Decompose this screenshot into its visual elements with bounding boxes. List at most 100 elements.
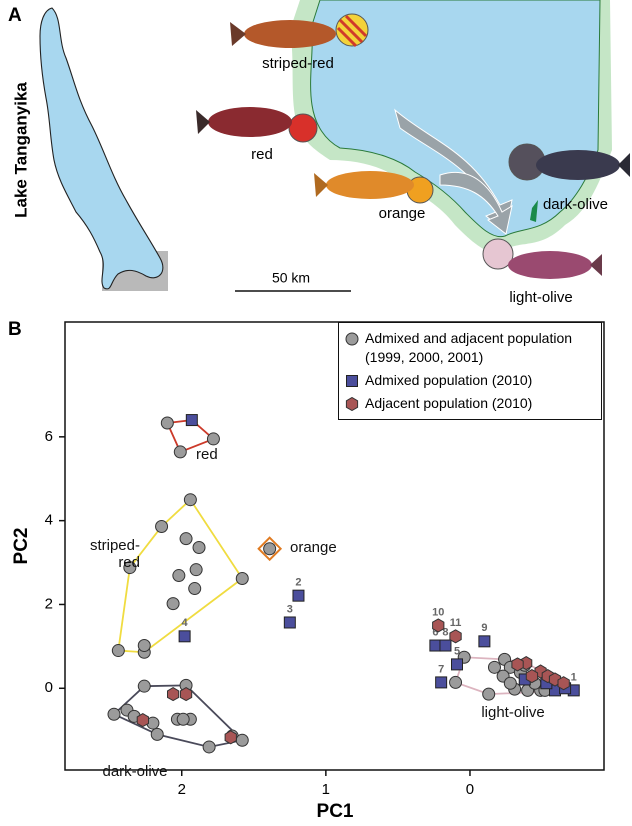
point	[174, 446, 186, 458]
fish-tail	[590, 254, 602, 276]
point	[512, 658, 523, 671]
point	[440, 640, 451, 651]
population-label: red	[251, 146, 273, 163]
group-label: red	[196, 446, 256, 463]
point	[180, 688, 191, 701]
point-label: 7	[438, 663, 444, 675]
panel-label: A	[8, 5, 22, 26]
point	[430, 640, 441, 651]
point	[225, 731, 236, 744]
population-label: orange	[379, 205, 426, 222]
point-label: 1	[571, 671, 577, 683]
point	[190, 564, 202, 576]
point	[186, 415, 197, 426]
point	[173, 570, 185, 582]
population-label: light-olive	[509, 289, 572, 306]
fish	[536, 150, 620, 180]
point	[161, 417, 173, 429]
group-label: orange	[290, 539, 370, 556]
group-label: dark-olive	[90, 763, 180, 780]
fish-tail	[314, 173, 328, 197]
y-tick-label: 4	[45, 512, 53, 529]
fish	[326, 171, 414, 199]
point	[526, 670, 537, 683]
point	[236, 572, 248, 584]
scale-label: 50 km	[272, 270, 310, 286]
point	[168, 688, 179, 701]
fish-tail	[618, 153, 630, 177]
x-tick-label: 0	[466, 781, 474, 798]
point	[151, 728, 163, 740]
population-marker	[289, 114, 317, 142]
point	[264, 543, 276, 555]
y-tick-label: 0	[45, 679, 53, 696]
point	[450, 630, 461, 643]
x-tick-label: 1	[322, 781, 330, 798]
point-label: 9	[481, 622, 487, 634]
legend-marker	[345, 374, 359, 388]
y-tick-label: 2	[45, 595, 53, 612]
group-label: light-olive	[463, 704, 563, 721]
point	[433, 619, 444, 632]
legend-marker	[345, 332, 359, 346]
fish-tail	[230, 22, 246, 46]
point	[180, 533, 192, 545]
point	[293, 590, 304, 601]
point	[177, 713, 189, 725]
point	[207, 433, 219, 445]
point	[108, 708, 120, 720]
point	[138, 680, 150, 692]
legend-label: Adjacent population (2010)	[365, 394, 532, 413]
point	[504, 677, 516, 689]
lake-label: Lake Tanganyika	[11, 82, 30, 218]
point	[450, 676, 462, 688]
y-tick-label: 6	[45, 428, 53, 445]
point-label: 3	[287, 603, 293, 615]
point-label: 5	[454, 645, 460, 657]
legend-entry: Admixed population (2010)	[339, 369, 601, 392]
legend-label: Admixed and adjacent population (1999, 2…	[365, 329, 595, 367]
point	[346, 333, 358, 345]
point	[436, 677, 447, 688]
population-label: dark-olive	[543, 196, 608, 213]
point	[236, 734, 248, 746]
y-axis-label: PC2	[11, 528, 32, 565]
point	[346, 398, 357, 411]
point	[284, 617, 295, 628]
point	[347, 376, 358, 387]
legend-entry: Adjacent population (2010)	[339, 392, 601, 415]
fish	[208, 107, 292, 137]
point	[156, 521, 168, 533]
point-label: 10	[432, 606, 444, 618]
point	[452, 659, 463, 670]
point	[179, 631, 190, 642]
legend: Admixed and adjacent population (1999, 2…	[338, 322, 602, 420]
legend-marker	[345, 397, 359, 411]
panel-label: B	[8, 319, 22, 340]
fish	[244, 20, 336, 48]
point	[558, 677, 569, 690]
lake-outline	[40, 8, 163, 289]
group-label: striped-red	[80, 537, 140, 571]
x-axis-label: PC1	[317, 801, 354, 822]
point	[479, 636, 490, 647]
point	[193, 541, 205, 553]
point-label: 11	[450, 617, 462, 629]
point-label: 2	[295, 577, 301, 589]
x-tick-label: 2	[178, 781, 186, 798]
point	[203, 741, 215, 753]
point	[189, 583, 201, 595]
point	[138, 640, 150, 652]
point-label: 4	[182, 617, 189, 629]
legend-label: Admixed population (2010)	[365, 371, 532, 390]
population-label: striped-red	[262, 55, 334, 72]
fish-tail	[196, 110, 210, 134]
point	[112, 645, 124, 657]
fish	[508, 251, 592, 279]
legend-entry: Admixed and adjacent population (1999, 2…	[339, 327, 601, 369]
point	[137, 714, 148, 727]
point	[483, 688, 495, 700]
figure: A Lake Tanganyika striped-red red orange…	[0, 0, 632, 826]
point	[184, 494, 196, 506]
point	[167, 598, 179, 610]
